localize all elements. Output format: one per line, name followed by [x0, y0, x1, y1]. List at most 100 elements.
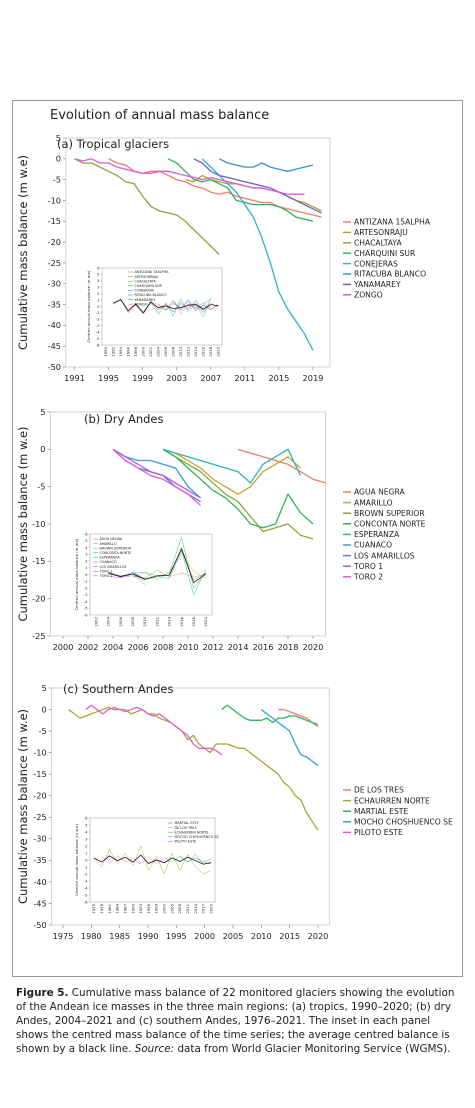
- series-line: [108, 573, 146, 582]
- y-axis-label: Cumulative mass balance (m w.e): [16, 155, 30, 350]
- y-tick-label: -45: [48, 341, 61, 351]
- legend-label: MOCHO CHOSHUENCO SE: [175, 835, 219, 839]
- x-tick-label: 2016: [201, 346, 206, 356]
- x-tick-label: 2014: [193, 346, 198, 356]
- y-tick-label: -2: [84, 871, 88, 876]
- x-tick-label: 1995: [166, 931, 187, 941]
- x-tick-label: 2010: [178, 346, 183, 356]
- y-axis-label: Centred annual mass balance (m w.e): [74, 538, 79, 610]
- y-tick-label: 5: [56, 133, 61, 143]
- x-tick-label: 2015: [268, 373, 289, 383]
- x-tick-label: 1998: [133, 346, 138, 356]
- x-tick-label: 1975: [91, 903, 96, 913]
- x-tick-label: 2004: [106, 616, 111, 626]
- x-tick-label: 1996: [126, 346, 131, 356]
- x-tick-label: 2011: [234, 373, 255, 383]
- series-line: [221, 704, 319, 726]
- y-tick-label: -50: [33, 920, 46, 930]
- x-tick-label: 2020: [216, 346, 221, 356]
- legend-label: ZONGO: [354, 290, 383, 299]
- y-tick-label: 4: [97, 278, 100, 283]
- y-tick-label: -30: [33, 834, 46, 844]
- x-tick-label: 2011: [185, 903, 190, 913]
- x-tick-label: 2012: [186, 346, 191, 356]
- x-tick-label: 1981: [107, 903, 112, 913]
- legend-label: AGUA NEGRA: [100, 537, 123, 541]
- legend-label: CONEJERAS: [354, 259, 398, 268]
- series-line: [260, 709, 319, 767]
- legend-label: AMARILLO: [354, 498, 393, 507]
- y-tick-label: 1: [85, 565, 88, 570]
- legend-label: CHARQUINI SUR: [354, 249, 416, 258]
- y-tick-label: 6: [85, 531, 88, 536]
- y-tick-label: -4: [84, 599, 88, 604]
- x-tick-label: 1990: [130, 903, 135, 913]
- y-tick-label: -15: [33, 769, 46, 779]
- x-tick-label: 1975: [53, 931, 74, 941]
- legend-label: TORO 2: [99, 574, 113, 578]
- caption-text: Cumulative mass balance of 22 monitored …: [16, 987, 455, 1055]
- y-tick-label: -25: [32, 631, 45, 641]
- y-tick-label: -20: [48, 237, 61, 247]
- y-tick-label: -25: [33, 812, 46, 822]
- x-tick-label: 1999: [154, 903, 159, 913]
- legend-label: TORO 2: [353, 572, 383, 581]
- y-tick-label: -30: [48, 279, 61, 289]
- x-tick-label: 2012: [203, 642, 224, 652]
- legend-label: DE LOS TRES: [354, 786, 404, 795]
- inset-chart: Centred annual mass balance (m w.e)65432…: [86, 265, 223, 357]
- x-tick-label: 2006: [128, 642, 149, 652]
- series-line: [167, 158, 314, 222]
- series-line: [169, 572, 206, 578]
- x-tick-label: 2002: [78, 642, 99, 652]
- legend-label: YANAMAREY: [135, 298, 157, 302]
- x-tick-label: 2014: [228, 642, 249, 652]
- series-line: [237, 448, 326, 484]
- legend-label: LOS AMARILLOS: [354, 551, 415, 560]
- series-line: [162, 448, 314, 529]
- legend-label: RITACUBA BLANCO: [354, 270, 426, 279]
- x-tick-label: 1993: [138, 903, 143, 913]
- legend-label: TORO 1: [353, 562, 383, 571]
- y-tick-label: 2: [85, 843, 88, 848]
- y-tick-label: -40: [33, 877, 46, 887]
- y-tick-label: 4: [85, 545, 88, 550]
- caption-label: Figure 5.: [16, 987, 69, 999]
- figure: Evolution of annual mass balance (a) Trop…: [12, 100, 463, 977]
- chart-title: Evolution of annual mass balance: [50, 108, 269, 123]
- x-tick-label: 2008: [153, 642, 174, 652]
- series-line: [132, 547, 207, 581]
- y-tick-label: 0: [40, 444, 45, 454]
- x-tick-label: 1996: [146, 903, 151, 913]
- y-tick-label: -5: [84, 606, 88, 611]
- y-tick-label: -6: [96, 342, 100, 347]
- y-tick-label: -10: [32, 519, 45, 529]
- x-tick-label: 1992: [111, 346, 116, 356]
- x-tick-label: 2015: [279, 931, 300, 941]
- y-tick-label: 2: [97, 291, 100, 296]
- y-axis-label: Centred annual mass balance (m w.e): [86, 270, 91, 342]
- series-line: [132, 550, 207, 595]
- y-tick-label: 0: [97, 304, 100, 309]
- series-line: [165, 298, 211, 317]
- x-tick-label: 2020: [203, 616, 208, 626]
- y-tick-label: -3: [96, 323, 100, 328]
- x-tick-label: 1990: [138, 931, 159, 941]
- x-tick-label: 2002: [93, 616, 98, 626]
- x-tick-label: 2010: [178, 642, 199, 652]
- x-tick-label: 2007: [200, 373, 221, 383]
- legend-label: ANTIZANA 15ALPHA: [135, 270, 170, 274]
- y-tick-label: -4: [84, 885, 88, 890]
- legend-label: CUANACO: [354, 541, 392, 550]
- series-line: [74, 158, 220, 256]
- x-tick-label: 1978: [99, 903, 104, 913]
- series-line: [193, 158, 322, 214]
- y-tick-label: 5: [41, 683, 46, 693]
- y-tick-label: -15: [48, 216, 61, 226]
- legend-label: CHARQUINI SUR: [135, 284, 163, 288]
- legend-label: PILOTO ESTE: [354, 828, 403, 837]
- panel-label: (b) Dry Andes: [84, 412, 164, 426]
- legend-label: BROWN SUPERIOR: [100, 546, 132, 550]
- panel-label: (a) Tropical glaciers: [57, 137, 169, 151]
